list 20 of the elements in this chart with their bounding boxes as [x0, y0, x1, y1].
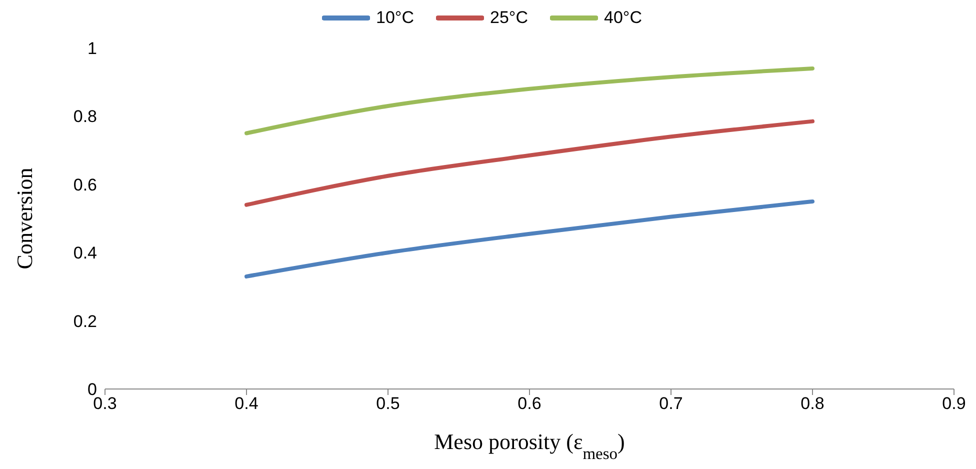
x-tick-label: 0.5 [376, 394, 400, 414]
x-tick-label: 0.9 [942, 394, 966, 414]
x-tick-label: 0.3 [93, 394, 117, 414]
legend-label: 10°C [376, 8, 414, 28]
legend-label: 40°C [604, 8, 642, 28]
legend-label: 25°C [490, 8, 528, 28]
x-tick-label: 0.8 [800, 394, 824, 414]
line-series [244, 66, 814, 136]
line-series [244, 199, 814, 278]
y-tick-label: 0.4 [73, 244, 97, 263]
y-tick-label: 1 [88, 39, 97, 58]
y-tick-label: 0.8 [73, 107, 97, 126]
x-axis-title: Meso porosity (ε$_{meso}$) [434, 429, 625, 462]
x-tick-label: 0.7 [659, 394, 683, 414]
x-tick-label: 0.4 [234, 394, 258, 414]
x-tick-label: 0.6 [518, 394, 542, 414]
y-tick-label: 0.2 [73, 312, 97, 331]
y-tick-label: 0.6 [73, 175, 97, 194]
y-axis-title: Conversion [12, 168, 37, 270]
line-series [244, 119, 814, 207]
